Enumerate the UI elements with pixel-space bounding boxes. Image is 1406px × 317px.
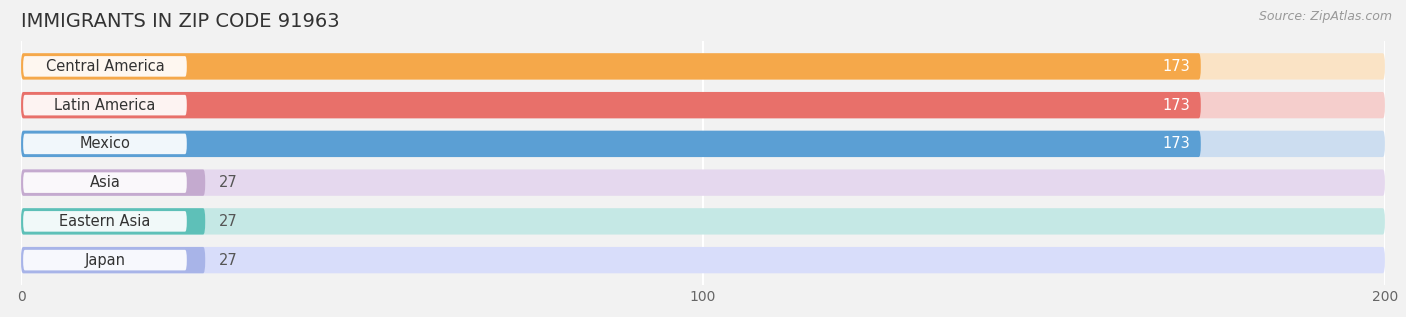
FancyBboxPatch shape (21, 92, 1201, 118)
Text: Source: ZipAtlas.com: Source: ZipAtlas.com (1258, 10, 1392, 23)
Text: Mexico: Mexico (80, 136, 131, 152)
FancyBboxPatch shape (21, 208, 1385, 235)
Text: Japan: Japan (84, 253, 125, 268)
FancyBboxPatch shape (21, 53, 1385, 80)
FancyBboxPatch shape (21, 53, 1201, 80)
FancyBboxPatch shape (22, 250, 187, 270)
Text: Central America: Central America (45, 59, 165, 74)
FancyBboxPatch shape (22, 211, 187, 232)
FancyBboxPatch shape (21, 170, 1385, 196)
Text: 173: 173 (1163, 98, 1191, 113)
Text: Eastern Asia: Eastern Asia (59, 214, 150, 229)
FancyBboxPatch shape (22, 133, 187, 154)
FancyBboxPatch shape (21, 247, 1385, 273)
Text: 27: 27 (219, 214, 238, 229)
FancyBboxPatch shape (21, 92, 1385, 118)
Text: 27: 27 (219, 253, 238, 268)
FancyBboxPatch shape (22, 56, 187, 77)
FancyBboxPatch shape (22, 95, 187, 115)
Text: 27: 27 (219, 175, 238, 190)
Text: Asia: Asia (90, 175, 121, 190)
FancyBboxPatch shape (21, 131, 1201, 157)
Text: IMMIGRANTS IN ZIP CODE 91963: IMMIGRANTS IN ZIP CODE 91963 (21, 12, 340, 31)
FancyBboxPatch shape (21, 131, 1385, 157)
FancyBboxPatch shape (21, 247, 205, 273)
FancyBboxPatch shape (21, 208, 205, 235)
FancyBboxPatch shape (21, 170, 205, 196)
Text: Latin America: Latin America (55, 98, 156, 113)
Text: 173: 173 (1163, 59, 1191, 74)
FancyBboxPatch shape (22, 172, 187, 193)
Text: 173: 173 (1163, 136, 1191, 152)
